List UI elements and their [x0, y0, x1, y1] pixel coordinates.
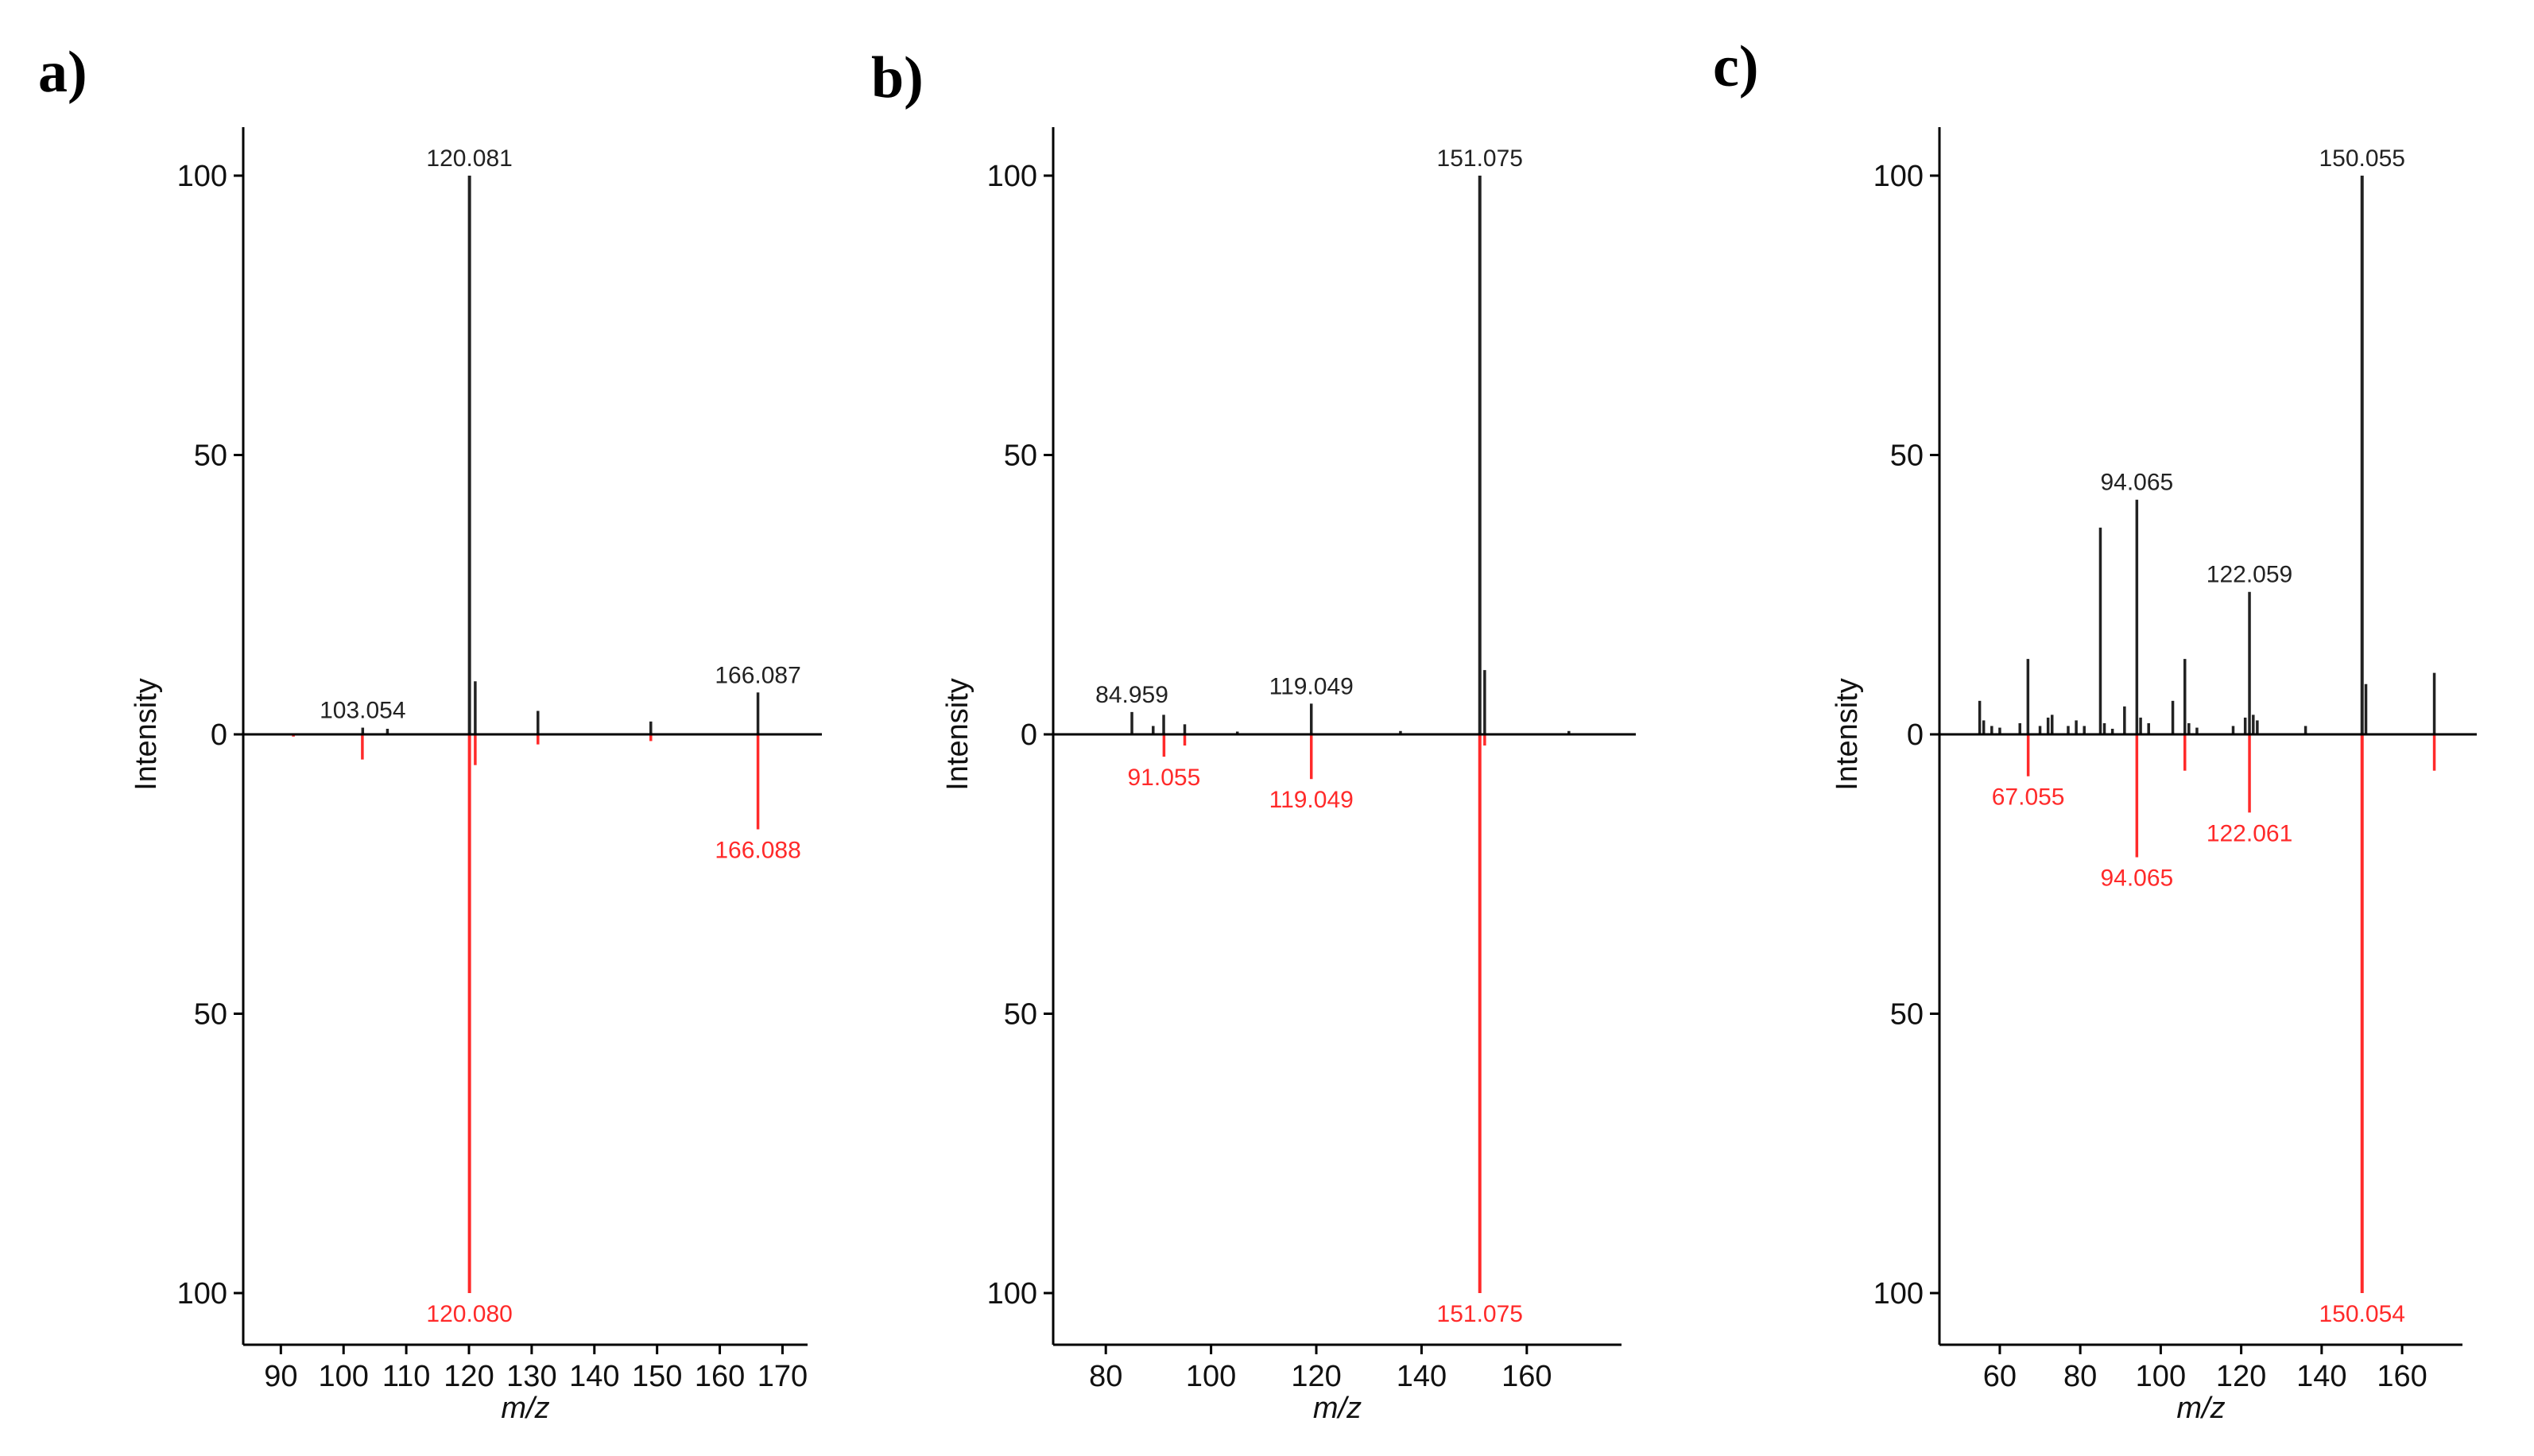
y-tick-label: 50 [194, 440, 227, 473]
x-axis-title: m/z [1313, 1392, 1362, 1425]
library-peak-label: 119.049 [1269, 673, 1354, 699]
spectrum-panel-c: c) 100 50 0 50 100 60 80 100 120 140 160 m/z Intensit… [1713, 34, 2477, 1425]
library-peak-label: 84.959 [1095, 682, 1168, 708]
panel-label: b) [871, 45, 924, 110]
library-peak-label: 103.054 [320, 698, 405, 724]
x-tick-label: 140 [2296, 1360, 2346, 1393]
x-tick-label: 140 [569, 1360, 619, 1393]
y-tick-label: 100 [177, 1277, 227, 1311]
x-tick-label: 100 [1186, 1360, 1236, 1393]
library-peak-label: 122.059 [2207, 562, 2292, 588]
panel-label: c) [1713, 34, 1759, 99]
x-tick-label: 120 [2216, 1360, 2266, 1393]
y-tick-label: 0 [1907, 718, 1924, 752]
x-axis-title: m/z [501, 1392, 549, 1425]
library-peak-label: 151.075 [1437, 145, 1523, 172]
x-tick-label: 160 [2377, 1360, 2427, 1393]
experimental-peak-label: 120.080 [426, 1301, 512, 1327]
y-tick-label: 100 [177, 160, 227, 193]
library-peak-label: 150.055 [2319, 145, 2405, 172]
y-tick-label: 50 [1004, 440, 1037, 473]
y-tick-label: 100 [987, 1277, 1037, 1311]
x-tick-label: 120 [444, 1360, 494, 1393]
spectrum-panel-a: a) 100 50 0 50 100 90 100 110 120 130 140 150 160 170 m… [38, 40, 822, 1425]
library-peak-label: 94.065 [2100, 470, 2173, 496]
y-tick-label: 50 [1004, 998, 1037, 1032]
y-axis-title: Intensity [941, 678, 974, 791]
x-tick-label: 150 [632, 1360, 682, 1393]
y-tick-label: 100 [1873, 160, 1924, 193]
y-axis-title: Intensity [130, 678, 163, 791]
x-tick-label: 110 [382, 1360, 431, 1393]
x-tick-label: 160 [695, 1360, 745, 1393]
experimental-peak-label: 166.088 [715, 838, 800, 864]
x-tick-label: 80 [1089, 1360, 1122, 1393]
x-tick-label: 80 [2063, 1360, 2097, 1393]
experimental-peak-label: 122.061 [2207, 820, 2292, 846]
x-tick-label: 60 [1983, 1360, 2017, 1393]
x-tick-label: 140 [1397, 1360, 1447, 1393]
experimental-peak-label: 94.065 [2100, 865, 2173, 892]
y-tick-label: 100 [987, 160, 1037, 193]
experimental-peak-label: 150.054 [2319, 1301, 2405, 1327]
y-tick-label: 50 [1890, 440, 1924, 473]
x-tick-label: 170 [757, 1360, 808, 1393]
x-tick-label: 100 [2136, 1360, 2186, 1393]
y-tick-label: 50 [1890, 998, 1924, 1032]
experimental-peak-label: 67.055 [1992, 784, 2065, 811]
y-tick-label: 0 [1021, 718, 1037, 752]
experimental-peak-label: 151.075 [1437, 1301, 1523, 1327]
library-peak-label: 120.081 [426, 145, 512, 172]
spectrum-panel-b: b) 100 50 0 50 100 80 100 120 140 160 m/z Intensity 8… [871, 45, 1636, 1425]
y-tick-label: 50 [194, 998, 227, 1032]
x-tick-label: 100 [319, 1360, 369, 1393]
panel-label: a) [38, 40, 87, 105]
x-tick-label: 160 [1501, 1360, 1552, 1393]
x-tick-label: 90 [264, 1360, 297, 1393]
y-tick-label: 100 [1873, 1277, 1924, 1311]
experimental-peak-label: 119.049 [1269, 787, 1354, 813]
x-tick-label: 120 [1291, 1360, 1341, 1393]
library-peak-label: 166.087 [715, 662, 800, 688]
experimental-peak-label: 91.055 [1128, 765, 1201, 791]
x-tick-label: 130 [506, 1360, 556, 1393]
x-axis-title: m/z [2176, 1392, 2225, 1425]
y-axis-title: Intensity [1831, 678, 1864, 791]
y-tick-label: 0 [211, 718, 227, 752]
